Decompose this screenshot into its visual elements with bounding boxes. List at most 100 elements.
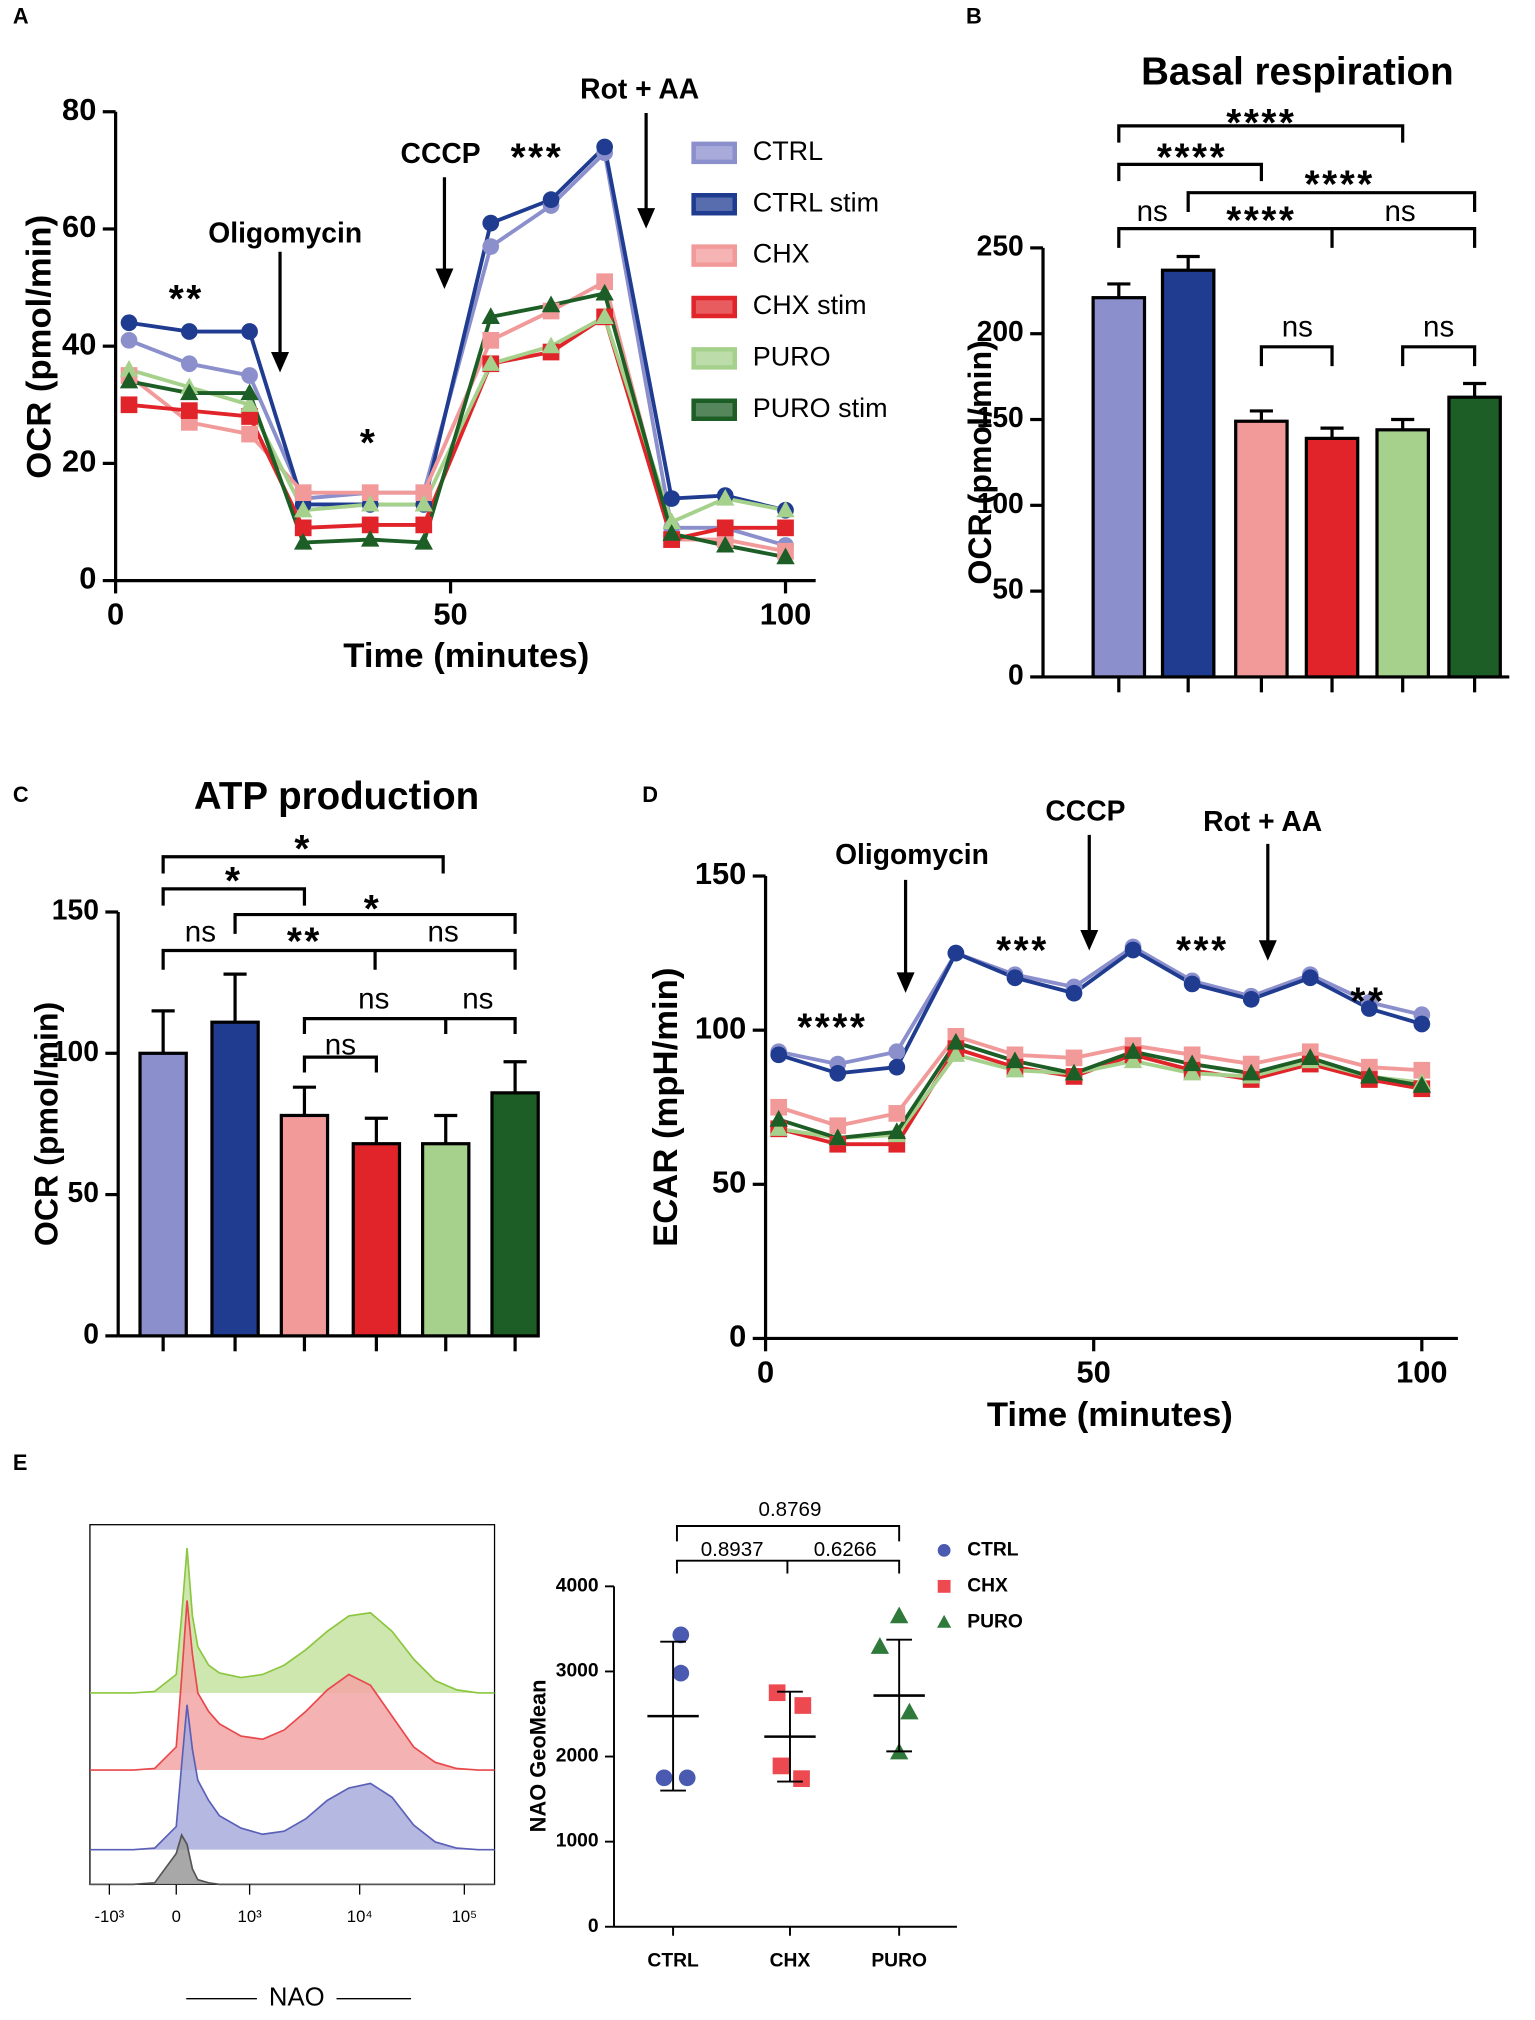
data-point	[481, 307, 500, 324]
data-point	[672, 1664, 690, 1682]
data-point	[541, 295, 561, 313]
arrow-head	[1258, 940, 1277, 961]
data-point	[240, 383, 259, 401]
data-point	[777, 519, 794, 537]
series-line	[128, 291, 786, 560]
y-tick-label: 20	[62, 444, 96, 479]
histogram	[89, 1548, 495, 1694]
significance-label: **	[1350, 981, 1385, 1024]
y-tick-label: 150	[977, 401, 1024, 433]
bracket	[1186, 191, 1477, 212]
data-point	[888, 1105, 906, 1122]
data-point	[180, 383, 199, 401]
x-tick-label: PURO	[871, 1951, 927, 1972]
significance-label: ns	[428, 916, 459, 949]
data-point	[1360, 1066, 1379, 1084]
data-point	[120, 314, 138, 332]
data-point	[1183, 975, 1201, 993]
data-point	[1412, 1076, 1432, 1093]
y-tick-label: 0	[83, 1317, 99, 1349]
data-point	[542, 191, 560, 209]
data-point	[414, 494, 433, 512]
legend-swatch	[691, 398, 737, 421]
data-point	[415, 484, 433, 502]
x-tick-label: 0	[107, 597, 124, 632]
y-tick-label: 0	[1008, 658, 1024, 690]
chart-title: ATP production	[194, 775, 479, 818]
data-point	[360, 529, 380, 547]
data-point	[240, 395, 259, 412]
data-point	[1006, 969, 1024, 987]
bracket	[302, 1055, 378, 1073]
significance-label: ****	[1305, 164, 1375, 207]
x-tick-label: 100	[760, 597, 811, 632]
data-point	[947, 944, 965, 962]
bar	[1160, 268, 1216, 679]
data-point	[716, 535, 735, 553]
legend-marker	[937, 1614, 952, 1628]
data-point	[1064, 1063, 1084, 1081]
x-tick-label: 50	[433, 597, 467, 632]
data-point	[1301, 969, 1319, 987]
bracket	[1401, 345, 1477, 367]
x-tick-label: CTRL	[647, 1951, 699, 1972]
data-point	[241, 425, 258, 443]
data-point	[241, 408, 258, 425]
y-tick-label: 4000	[556, 1575, 599, 1596]
series-line	[778, 1052, 1423, 1140]
data-point	[1242, 990, 1260, 1008]
significance-label: ns	[1282, 311, 1313, 344]
data-point	[596, 273, 613, 291]
data-point	[119, 360, 139, 377]
data-point	[241, 323, 258, 340]
data-point	[595, 283, 614, 301]
data-point	[294, 484, 312, 502]
data-point	[1065, 1049, 1083, 1067]
significance-label: ns	[358, 982, 389, 1015]
significance-label: ****	[1226, 102, 1296, 145]
data-point	[887, 1122, 907, 1139]
data-point	[662, 512, 681, 530]
data-point	[655, 1769, 673, 1787]
data-point	[120, 331, 138, 349]
data-point	[180, 355, 198, 373]
series-line	[778, 947, 1423, 1076]
significance-label: 0.8769	[759, 1498, 822, 1521]
significance-label: 0.8937	[701, 1538, 764, 1561]
data-point	[794, 1697, 812, 1714]
data-point	[663, 490, 680, 507]
y-tick-label: 0	[729, 1319, 746, 1354]
legend-swatch	[691, 347, 737, 370]
data-point	[888, 1058, 906, 1076]
significance-label: ns	[325, 1029, 356, 1062]
bar	[421, 1142, 471, 1338]
arrow-head	[271, 351, 290, 373]
bracket	[1117, 162, 1263, 182]
data-point	[770, 1046, 788, 1064]
x-tick-label: -10³	[95, 1907, 125, 1926]
histogram	[89, 1832, 495, 1886]
data-point	[482, 331, 500, 349]
data-point	[595, 307, 614, 324]
y-axis-label: OCR (pmol/min)	[28, 1002, 64, 1246]
data-point	[241, 367, 258, 384]
x-axis-label: NAO	[269, 1983, 325, 2011]
bracket	[1117, 227, 1477, 248]
data-point	[1242, 1063, 1261, 1081]
legend-label: PURO stim	[753, 393, 888, 423]
series-line	[778, 944, 1423, 1067]
legend-label: CTRL	[753, 136, 823, 166]
panel-label: D	[642, 782, 658, 807]
data-point	[829, 1117, 847, 1135]
data-point	[1005, 1051, 1025, 1069]
data-point	[1123, 1051, 1143, 1069]
bar	[279, 1113, 330, 1338]
arrow-head	[1080, 929, 1099, 951]
data-point	[1413, 1061, 1431, 1079]
bar	[138, 1051, 188, 1338]
bracket	[161, 855, 445, 874]
x-axis-label: Time (minutes)	[987, 1396, 1233, 1434]
significance-label: *	[294, 828, 312, 871]
arrow-head	[637, 208, 656, 229]
